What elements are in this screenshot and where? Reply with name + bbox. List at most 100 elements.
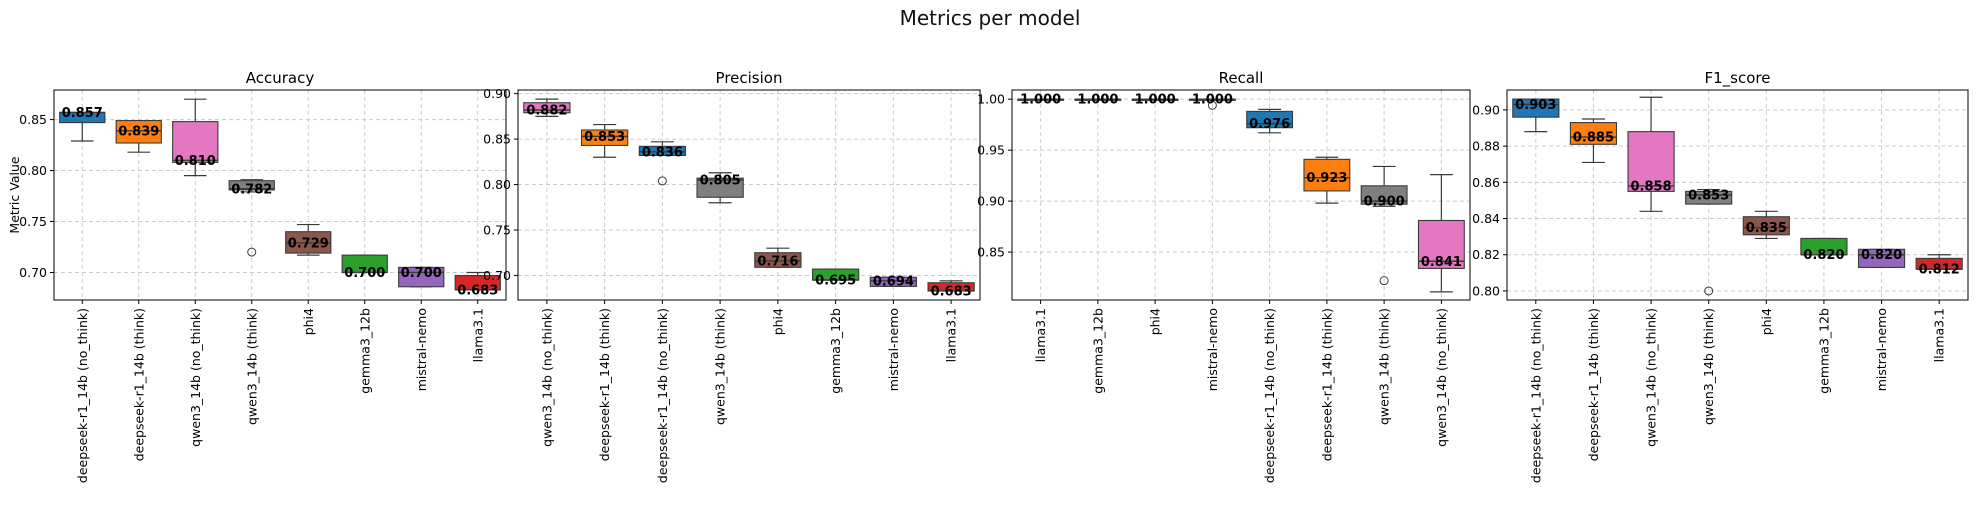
axes-frame: [53, 89, 507, 301]
y-tick-label: 1.00: [977, 92, 1005, 107]
median-value-label: 1.000: [1135, 93, 1176, 108]
median-value-label: 0.694: [873, 274, 914, 289]
median-value-label: 0.805: [700, 174, 741, 189]
median-value-label: 0.810: [175, 154, 216, 169]
box-iqr: [696, 177, 744, 198]
x-tick-label: qwen3_14b (no_think): [188, 308, 203, 447]
median-value-label: 0.857: [62, 106, 103, 121]
median-value-label: 0.903: [1515, 98, 1556, 113]
box-gemma3-12b: 0.695: [811, 268, 860, 289]
box-iqr: [638, 145, 687, 157]
y-tick-label: 0.90: [483, 86, 511, 101]
x-tick-label: mistral-nemo: [1874, 308, 1889, 391]
x-tick-label: llama3.1: [1033, 308, 1048, 362]
y-tick-label: 0.70: [19, 265, 47, 280]
axes-frame: [1506, 89, 1969, 301]
y-tick-label: 0.88: [1472, 139, 1500, 154]
x-tick-label: deepseek-r1_14b (no_think): [655, 308, 670, 483]
x-tick-label: gemma3_12b: [1816, 308, 1831, 394]
median-value-label: 0.812: [1919, 263, 1960, 278]
box-deepseek-r1-14b-think: 0.853: [580, 123, 629, 158]
box-qwen3-14b-think: 0.900: [1360, 165, 1408, 286]
y-tick-label: 0.80: [483, 177, 511, 192]
box-phi4: 0.716: [754, 247, 802, 269]
median-value-label: 1.000: [1020, 93, 1061, 108]
box-qwen3-14b-no-think: 0.841: [1417, 174, 1465, 293]
median-value-label: 1.000: [1077, 93, 1118, 108]
x-tick-label: llama3.1: [944, 308, 959, 362]
outlier-point: [1704, 286, 1714, 296]
y-tick-label: 0.75: [19, 214, 47, 229]
x-tick-label: qwen3_14b (no_think): [1644, 308, 1659, 447]
box-qwen3-14b-think: 0.805: [696, 172, 744, 204]
box-iqr: [1569, 122, 1618, 145]
outlier-point: [247, 247, 257, 257]
x-tick-label: qwen3_14b (think): [1701, 308, 1716, 425]
y-tick-label: 0.82: [1472, 247, 1500, 262]
median-value-label: 0.835: [1746, 221, 1787, 236]
y-tick-label: 0.70: [483, 268, 511, 283]
x-tick-label: deepseek-r1_14b (think): [1586, 308, 1601, 461]
x-tick-label: deepseek-r1_14b (think): [131, 308, 146, 461]
median-value-label: 0.976: [1249, 117, 1290, 132]
box-llama3-1: 1.000: [1017, 93, 1065, 108]
box-deepseek-r1-14b-no-think: 0.836: [638, 141, 687, 186]
box-gemma3-12b: 1.000: [1074, 93, 1122, 108]
panel-title: Recall: [1219, 69, 1264, 87]
x-tick-label: gemma3_12b: [1090, 308, 1105, 394]
box-phi4: 1.000: [1131, 93, 1179, 108]
box-iqr: [869, 276, 918, 287]
box-qwen3-14b-no-think: 0.858: [1627, 96, 1675, 212]
box-gemma3-12b: 0.700: [341, 254, 388, 281]
figure-title: Metrics per model: [899, 6, 1081, 30]
box-mistral-nemo: 0.694: [869, 274, 918, 289]
x-tick-label: gemma3_12b: [828, 308, 843, 394]
outlier-point: [1379, 276, 1389, 286]
box-deepseek-r1-14b-think: 0.885: [1569, 118, 1618, 164]
median-value-label: 0.820: [1803, 248, 1844, 263]
box-qwen3-14b-no-think: 0.810: [172, 98, 219, 177]
box-mistral-nemo: 0.700: [398, 266, 445, 288]
median-value-label: 0.700: [344, 266, 385, 281]
median-value-label: 0.782: [231, 182, 272, 197]
box-phi4: 0.835: [1742, 210, 1790, 240]
box-deepseek-r1-14b-no-think: 0.857: [59, 106, 106, 142]
box-iqr: [1627, 131, 1675, 192]
axes-frame: [517, 89, 981, 301]
x-tick-label: phi4: [1759, 308, 1774, 335]
box-iqr: [1742, 216, 1790, 236]
x-tick-label: qwen3_14b (think): [244, 308, 259, 425]
box-deepseek-r1-14b-think: 0.839: [115, 119, 162, 153]
y-tick-label: 0.85: [483, 132, 511, 147]
box-deepseek-r1-14b-no-think: 0.903: [1512, 98, 1560, 133]
box-mistral-nemo: 1.000: [1188, 93, 1236, 110]
median-value-label: 0.853: [1688, 189, 1729, 204]
panel-title: F1_score: [1705, 69, 1771, 88]
median-value-label: 0.729: [288, 236, 329, 251]
box-iqr: [1857, 248, 1906, 268]
x-tick-label: gemma3_12b: [357, 308, 372, 394]
median-value-label: 0.695: [815, 274, 856, 289]
median-value-label: 0.839: [118, 124, 159, 139]
box-qwen3-14b-no-think: 0.882: [523, 98, 571, 119]
box-llama3-1: 0.812: [1915, 254, 1963, 278]
x-tick-label: qwen3_14b (no_think): [539, 308, 554, 447]
x-tick-label: llama3.1: [1932, 308, 1947, 362]
y-tick-label: 0.90: [1472, 102, 1500, 117]
median-value-label: 0.853: [584, 130, 625, 145]
box-iqr: [523, 102, 571, 114]
median-value-label: 0.716: [757, 254, 798, 269]
panel-precision: 0.70 0.75 0.80 0.85 0.90 0.882 0.853 0.836 0.805…: [483, 69, 981, 483]
x-tick-label: deepseek-r1_14b (think): [1319, 308, 1334, 461]
panel-f1-score: 0.80 0.82 0.84 0.86 0.88 0.90 0.903 0.885 0.858 0…: [1472, 69, 1969, 483]
y-tick-label: 0.80: [19, 163, 47, 178]
x-tick-label: qwen3_14b (think): [713, 308, 728, 425]
box-gemma3-12b: 0.820: [1800, 237, 1848, 263]
x-tick-label: mistral-nemo: [1205, 308, 1220, 391]
panel-title: Precision: [716, 69, 783, 87]
box-iqr: [115, 120, 162, 144]
box-phi4: 0.729: [285, 223, 332, 256]
box-iqr: [754, 252, 802, 268]
median-value-label: 0.700: [401, 266, 442, 281]
